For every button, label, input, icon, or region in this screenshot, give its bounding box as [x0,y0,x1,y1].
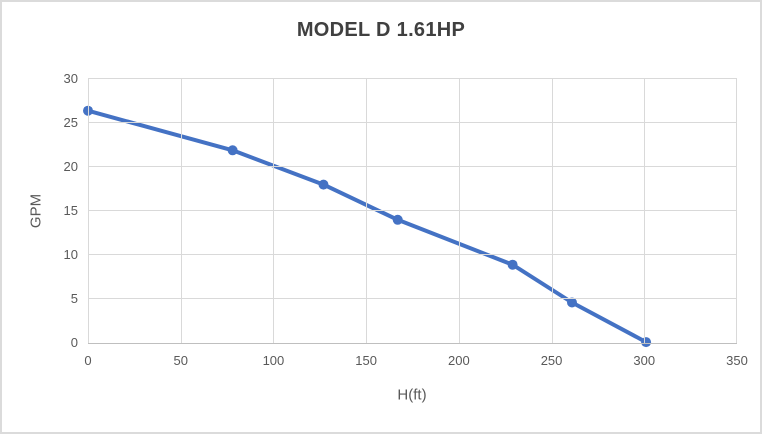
x-gridline [644,79,646,343]
x-axis-line [88,343,737,344]
x-tick-label: 150 [355,353,377,368]
y-tick-label: 20 [63,159,78,174]
x-axis-title: H(ft) [397,386,427,404]
x-gridline [551,79,553,343]
y-gridline [88,254,737,255]
y-tick-label: 25 [63,115,78,130]
y-gridline [88,78,737,79]
y-tick-label: 15 [63,203,78,218]
y-axis-line [88,79,89,343]
x-tick-label: 300 [633,353,656,368]
x-tick-label: 100 [262,353,285,368]
plot-area [83,78,737,348]
y-gridline [88,122,737,123]
x-tick-label: 200 [447,353,470,368]
y-tick-label: 10 [63,247,78,262]
x-gridline [366,79,368,343]
data-point-marker [318,179,329,190]
data-point-marker [227,145,238,156]
x-gridline [180,79,182,343]
y-gridline [88,210,737,211]
x-tick-label: 250 [540,353,563,368]
y-gridline [88,298,737,299]
series-svg [83,105,652,348]
data-point-marker [392,214,403,225]
x-tick-label: 0 [84,353,92,368]
x-gridline [736,79,737,343]
data-point-marker [507,259,518,270]
data-point-marker [567,297,577,308]
x-gridline [458,79,460,343]
data-point-marker [641,337,652,348]
y-tick-label: 30 [63,71,78,86]
y-tick-label: 0 [70,335,78,350]
x-tick-label: 50 [173,353,188,368]
chart-title: MODEL D 1.61HP [296,19,466,41]
y-tick-label: 5 [70,291,78,306]
x-gridline [273,79,275,343]
x-tick-label: 350 [726,353,748,368]
y-gridline [88,166,737,167]
